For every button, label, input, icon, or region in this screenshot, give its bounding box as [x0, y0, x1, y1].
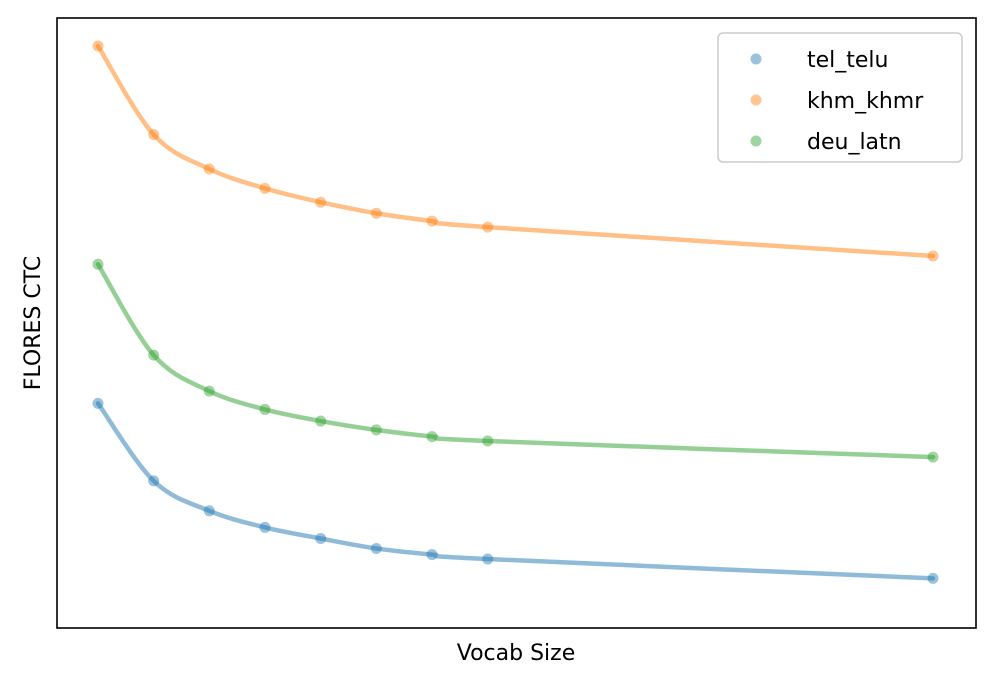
data-point-khm_khmr-0 [92, 40, 104, 52]
series-tel_telu [92, 397, 939, 584]
data-point-tel_telu-0 [92, 397, 104, 409]
legend-label-deu_latn: deu_latn [807, 130, 902, 155]
data-point-deu_latn-0 [92, 258, 104, 270]
data-point-khm_khmr-6 [426, 215, 438, 227]
data-point-deu_latn-3 [259, 403, 271, 415]
data-point-khm_khmr-7 [482, 221, 494, 233]
series-layer [92, 40, 939, 584]
data-point-deu_latn-8 [927, 451, 939, 463]
data-point-tel_telu-2 [203, 505, 215, 517]
x-axis-label: Vocab Size [457, 641, 576, 666]
data-point-deu_latn-1 [148, 349, 160, 361]
legend: tel_telu khm_khmr deu_latn [717, 32, 963, 163]
data-point-khm_khmr-2 [203, 163, 215, 175]
series-deu_latn [92, 258, 939, 463]
fit-line-tel_telu [95, 401, 936, 581]
data-point-deu_latn-4 [315, 415, 327, 427]
data-point-deu_latn-2 [203, 385, 215, 397]
data-point-tel_telu-8 [927, 572, 939, 584]
data-point-tel_telu-6 [426, 549, 438, 561]
data-point-tel_telu-4 [315, 533, 327, 545]
legend-label-khm_khmr: khm_khmr [807, 89, 924, 114]
legend-marker-khm_khmr [750, 94, 762, 106]
data-point-tel_telu-7 [482, 553, 494, 565]
y-axis-label: FLORES CTC [21, 256, 46, 390]
data-point-khm_khmr-4 [315, 196, 327, 208]
fit-line-khm_khmr [95, 43, 936, 259]
data-point-deu_latn-5 [370, 424, 382, 436]
data-point-khm_khmr-3 [259, 182, 271, 194]
legend-box [717, 32, 963, 163]
data-point-tel_telu-5 [370, 542, 382, 554]
fit-line-deu_latn [95, 262, 936, 460]
data-point-tel_telu-1 [148, 475, 160, 487]
data-point-tel_telu-3 [259, 521, 271, 533]
data-point-khm_khmr-5 [370, 207, 382, 219]
data-point-deu_latn-7 [482, 435, 494, 447]
series-khm_khmr [92, 40, 939, 262]
plot-area-frame [56, 17, 977, 629]
data-point-khm_khmr-8 [927, 250, 939, 262]
legend-label-tel_telu: tel_telu [807, 48, 889, 73]
legend-marker-tel_telu [750, 53, 762, 65]
data-point-khm_khmr-1 [148, 129, 160, 141]
data-point-deu_latn-6 [426, 431, 438, 443]
legend-marker-deu_latn [750, 135, 762, 147]
